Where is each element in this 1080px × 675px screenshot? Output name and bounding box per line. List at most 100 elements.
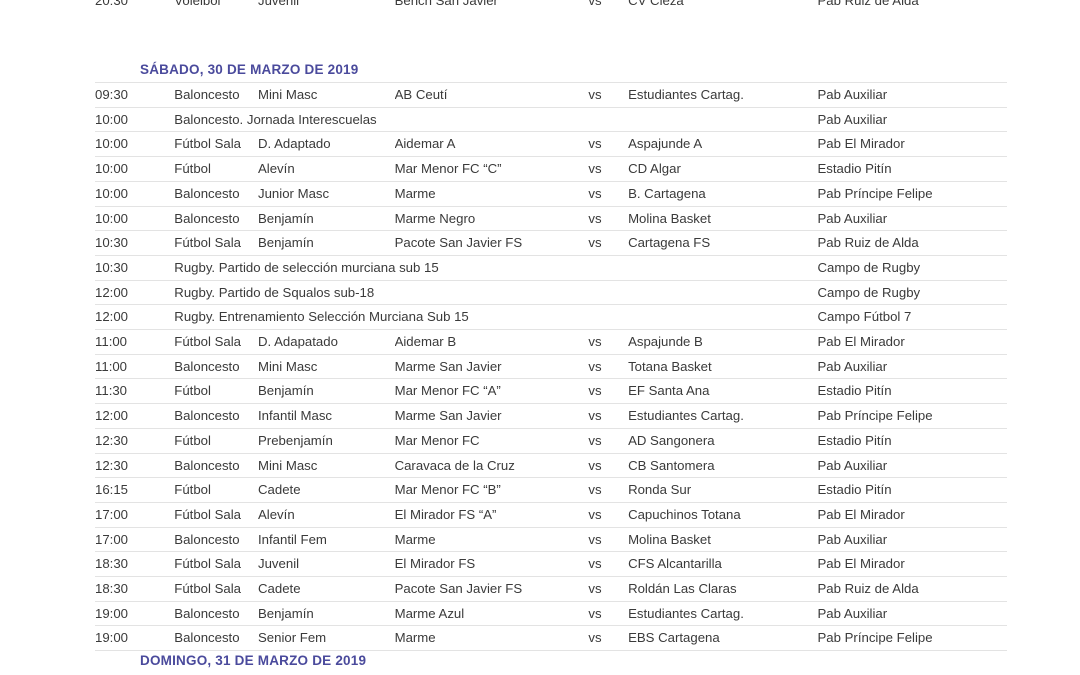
cell-time: 12:30 (95, 453, 175, 479)
cell-venue: Estadio Pitín (817, 477, 1007, 503)
cell-away: Molina Basket (628, 206, 818, 232)
cell-note: Rugby. Partido de Squalos sub-18 (174, 280, 818, 306)
cell-category: Cadete (258, 477, 395, 503)
cell-venue: Estadio Pitín (817, 428, 1007, 454)
cell-home: Bench San Javier (394, 0, 589, 12)
table-row: 12:30 Baloncesto Mini Masc Caravaca de la C… (95, 453, 1007, 479)
cell-sport: Baloncesto (174, 601, 258, 627)
cell-time: 11:30 (95, 378, 175, 405)
cell-category: Cadete (258, 576, 395, 602)
cell-vs: vs (588, 625, 629, 652)
cell-venue: Pab Auxiliar (817, 354, 1007, 380)
cell-venue: Estadio Pitín (817, 156, 1007, 182)
cell-vs: vs (588, 576, 629, 602)
table-row: 10:00 Fútbol Alevín Mar Menor FC “C” vs CD Al… (95, 156, 1007, 182)
cell-away: CV Cieza (628, 0, 818, 12)
cell-away: Aspajunde A (628, 131, 818, 158)
cell-time: 16:15 (95, 477, 175, 503)
cell-vs: vs (588, 329, 629, 355)
cell-category: Mini Masc (258, 354, 395, 380)
cell-home: Pacote San Javier FS (394, 230, 589, 256)
cell-vs: vs (588, 82, 629, 108)
cell-away: Estudiantes Cartag. (628, 403, 818, 429)
cell-venue: Pab Auxiliar (817, 453, 1007, 479)
cell-sport: Baloncesto (174, 206, 258, 232)
cell-away: Capuchinos Totana (628, 502, 818, 528)
table-row: 10:00 Baloncesto Benjamín Marme Negro vs Moli… (95, 206, 1007, 232)
cell-vs: vs (588, 131, 629, 158)
cell-category: Prebenjamín (258, 428, 395, 454)
cell-vs: vs (588, 502, 629, 528)
cell-time: 18:30 (95, 551, 175, 578)
table-row: 20:30 Voleibol Juvenil Bench San Javier … (95, 0, 1007, 12)
cell-venue: Campo de Rugby (817, 280, 1007, 306)
cell-home: Mar Menor FC “B” (394, 477, 589, 503)
table-row: 12:00 Rugby. Partido de Squalos sub-18 Cam… (95, 280, 1007, 306)
table-row: 10:30 Fútbol Sala Benjamín Pacote San Javie… (95, 230, 1007, 256)
cell-home: Aidemar B (394, 329, 589, 355)
cell-category: Benjamín (258, 206, 395, 232)
cell-sport: Baloncesto (174, 181, 258, 207)
cell-venue: Pab Príncipe Felipe (817, 403, 1007, 429)
cell-away: EF Santa Ana (628, 378, 818, 405)
cell-home: Pacote San Javier FS (394, 576, 589, 602)
cell-venue: Estadio Pitín (817, 378, 1007, 405)
cell-home: Aidemar A (394, 131, 589, 158)
day-heading-domingo: DOMINGO, 31 DE MARZO DE 2019 (140, 653, 367, 668)
cell-sport: Baloncesto (174, 354, 258, 380)
cell-home: Marme Negro (394, 206, 589, 232)
cell-venue: Pab Auxiliar (817, 107, 1007, 133)
clipped-previous-row-table: 20:30 Voleibol Juvenil Bench San Javier … (95, 0, 1007, 12)
cell-category: Alevín (258, 156, 395, 182)
clipped-previous-row-region: 20:30 Voleibol Juvenil Bench San Javier … (0, 0, 1080, 12)
cell-away: Molina Basket (628, 527, 818, 553)
cell-time: 17:00 (95, 502, 175, 528)
cell-time: 10:00 (95, 156, 175, 182)
cell-time: 10:00 (95, 181, 175, 207)
cell-sport: Baloncesto (174, 403, 258, 429)
cell-time: 17:00 (95, 527, 175, 553)
cell-category: Benjamín (258, 378, 395, 405)
cell-sport: Fútbol Sala (174, 329, 258, 355)
cell-category: Benjamín (258, 601, 395, 627)
cell-vs: vs (588, 0, 629, 12)
cell-sport: Baloncesto (174, 625, 258, 652)
schedule-table-sabado: 09:30 Baloncesto Mini Masc AB Ceutí vs Estudi… (95, 82, 1007, 652)
cell-category: Infantil Masc (258, 403, 395, 429)
table-row: 10:30 Rugby. Partido de selección murcian… (95, 255, 1007, 281)
cell-category: D. Adaptado (258, 131, 395, 158)
cell-venue: Pab Auxiliar (817, 82, 1007, 108)
table-row: 16:15 Fútbol Cadete Mar Menor FC “B” vs Ronda… (95, 477, 1007, 503)
cell-time: 10:00 (95, 107, 175, 133)
cell-away: EBS Cartagena (628, 625, 818, 652)
cell-sport: Fútbol Sala (174, 576, 258, 602)
cell-vs: vs (588, 156, 629, 182)
cell-time: 19:00 (95, 601, 175, 627)
cell-category: Alevín (258, 502, 395, 528)
cell-time: 12:00 (95, 280, 175, 306)
cell-time: 18:30 (95, 576, 175, 602)
schedule-rows-sabado: 09:30 Baloncesto Mini Masc AB Ceutí vs Estudi… (95, 82, 1007, 652)
cell-vs: vs (588, 477, 629, 503)
cell-venue: Pab El Mirador (817, 502, 1007, 528)
cell-venue: Pab Ruiz de Alda (817, 0, 1007, 12)
cell-venue: Pab Príncipe Felipe (817, 625, 1007, 652)
cell-category: Mini Masc (258, 453, 395, 479)
table-row: 09:30 Baloncesto Mini Masc AB Ceutí vs Estudi… (95, 82, 1007, 108)
cell-vs: vs (588, 230, 629, 256)
cell-time: 12:00 (95, 403, 175, 429)
cell-sport: Fútbol Sala (174, 230, 258, 256)
table-row: 11:30 Fútbol Benjamín Mar Menor FC “A” vs EF … (95, 378, 1007, 405)
cell-note: Baloncesto. Jornada Interescuelas (174, 107, 818, 133)
table-row: 18:30 Fútbol Sala Cadete Pacote San Javier … (95, 576, 1007, 602)
table-row: 18:30 Fútbol Sala Juvenil El Mirador FS vs CF… (95, 551, 1007, 578)
cell-vs: vs (588, 181, 629, 207)
table-row: 11:00 Baloncesto Mini Masc Marme San Javier… (95, 354, 1007, 380)
cell-away: Roldán Las Claras (628, 576, 818, 602)
cell-vs: vs (588, 378, 629, 405)
cell-home: AB Ceutí (394, 82, 589, 108)
cell-venue: Pab Auxiliar (817, 601, 1007, 627)
cell-vs: vs (588, 527, 629, 553)
